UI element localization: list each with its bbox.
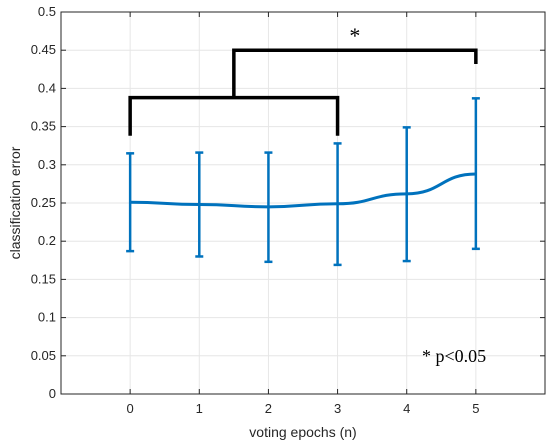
x-axis-label: voting epochs (n)	[249, 424, 356, 440]
y-tick-label: 0.3	[38, 157, 56, 172]
x-tick-label: 4	[403, 401, 410, 416]
y-tick-label: 0.4	[38, 80, 56, 95]
outer-bracket	[232, 48, 478, 98]
y-tick-label: 0.25	[31, 195, 56, 210]
y-axis-label: classification error	[7, 146, 23, 259]
axes	[60, 11, 546, 395]
x-tick-label: 5	[472, 401, 479, 416]
tick-labels: 0 1 2 3 4 5 0 0.05 0.1 0.15 0.2 0.25 0.3 0.35 0.4 0.45 0…	[31, 4, 480, 416]
y-tick-label: 0.45	[31, 42, 56, 57]
y-tick-label: 0.2	[38, 233, 56, 248]
y-tick-label: 0.15	[31, 271, 56, 286]
x-tick-label: 0	[127, 401, 134, 416]
annotations: * * p<0.05	[128, 23, 486, 366]
x-tick-label: 2	[265, 401, 272, 416]
significance-star: *	[349, 23, 360, 48]
y-tick-label: 0.05	[31, 348, 56, 363]
x-tick-label: 3	[334, 401, 341, 416]
series-line	[130, 172, 476, 209]
y-tick-label: 0	[49, 386, 56, 401]
series	[126, 97, 480, 267]
significance-note: * p<0.05	[422, 346, 486, 366]
y-tick-label: 0.35	[31, 119, 56, 134]
grid	[61, 11, 545, 395]
y-tick-label: 0.5	[38, 4, 56, 19]
y-tick-label: 0.1	[38, 310, 56, 325]
x-tick-label: 1	[196, 401, 203, 416]
